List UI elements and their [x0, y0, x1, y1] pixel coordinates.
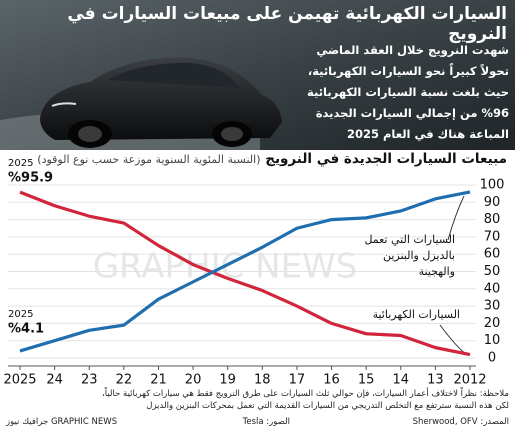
footer-note: لكن هذه النسبة سترتفع مع التخلص التدريجي…	[146, 401, 509, 411]
x-tick-label: 16	[323, 373, 340, 388]
annotation: 2025	[8, 309, 33, 320]
x-tick-label: 2025	[3, 373, 36, 388]
x-tick-label: 22	[116, 373, 133, 388]
x-tick-label: 20	[185, 373, 202, 388]
x-tick-label: 19	[219, 373, 236, 388]
arrow	[439, 324, 465, 353]
y-tick-label: 10	[484, 333, 501, 348]
x-tick-label: 18	[254, 373, 271, 388]
arrow	[447, 195, 465, 241]
x-tick-label: 24	[46, 373, 63, 388]
header-text: شهدت النرويج خلال العقد الماضي تحولاً كب…	[307, 43, 509, 141]
y-tick-label: 50	[484, 264, 501, 279]
y-tick-label: 0	[488, 351, 496, 366]
legend-label: السيارات التي تعمل بالديزل والبنزين واله…	[364, 233, 455, 278]
x-tick-label: 2012	[453, 373, 486, 388]
y-tick-label: 40	[484, 281, 501, 296]
y-tick-label: 60	[484, 247, 501, 262]
annotation: 2025	[8, 158, 33, 169]
photo-credit: الصور: Tesla	[242, 417, 290, 427]
x-tick-label: 21	[150, 373, 167, 388]
legend-label: السيارات الكهربائية	[372, 308, 460, 321]
y-tick-label: 70	[484, 229, 501, 244]
y-tick-label: 30	[484, 299, 501, 314]
x-tick-label: 13	[427, 373, 444, 388]
chart-title-block: مبيعات السيارات الجديدة في النرويج (النس…	[2, 151, 507, 167]
y-tick-label: 80	[484, 212, 501, 227]
x-tick-label: 17	[289, 373, 306, 388]
value-label: %95.9	[8, 171, 53, 186]
chart-subtitle: (النسبة المئوية السنوية موزعة حسب نوع ال…	[37, 153, 261, 166]
series-line	[19, 190, 471, 353]
source: المصدر: Sherwood, OFV	[412, 417, 509, 427]
y-tick-label: 20	[484, 316, 501, 331]
footer-note: ملاحظة: نظراً لاختلاف أعمار السيارات، فإ…	[101, 389, 509, 399]
y-tick-label: 90	[484, 195, 501, 210]
car	[40, 57, 282, 148]
series-line	[19, 190, 471, 357]
value-label: %4.1	[8, 321, 44, 336]
x-tick-label: 14	[392, 373, 409, 388]
chart-title: مبيعات السيارات الجديدة في النرويج	[265, 151, 507, 167]
x-tick-label: 23	[81, 373, 98, 388]
credit: GRAPHIC NEWS جرافيك نيوز	[6, 417, 118, 427]
x-tick-label: 15	[358, 373, 375, 388]
y-tick-label: 100	[480, 178, 505, 193]
header-title: السيارات الكهربائية تهيمن على مبيعات الس…	[67, 4, 507, 44]
